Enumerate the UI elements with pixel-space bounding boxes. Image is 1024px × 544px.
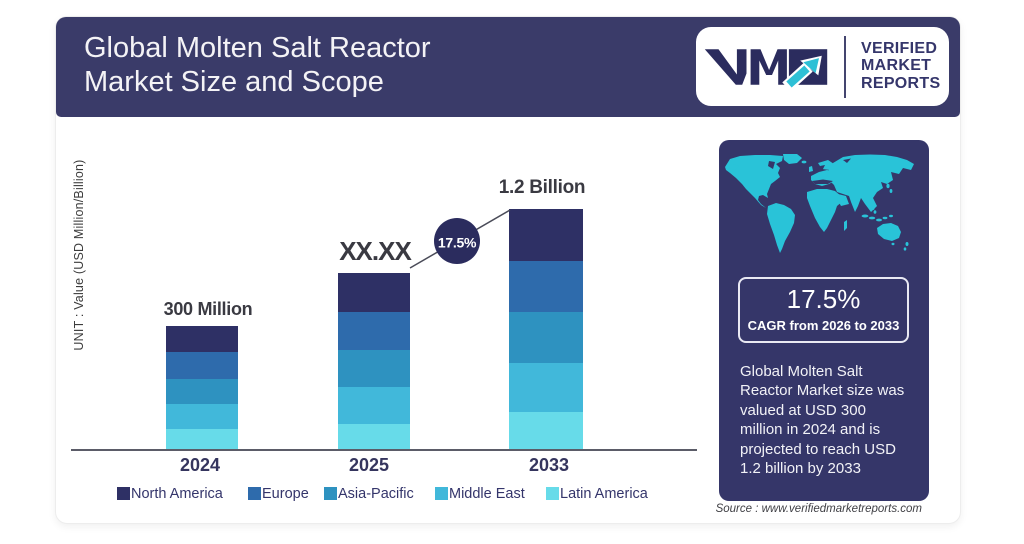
- svg-text:17.5%: 17.5%: [438, 234, 477, 250]
